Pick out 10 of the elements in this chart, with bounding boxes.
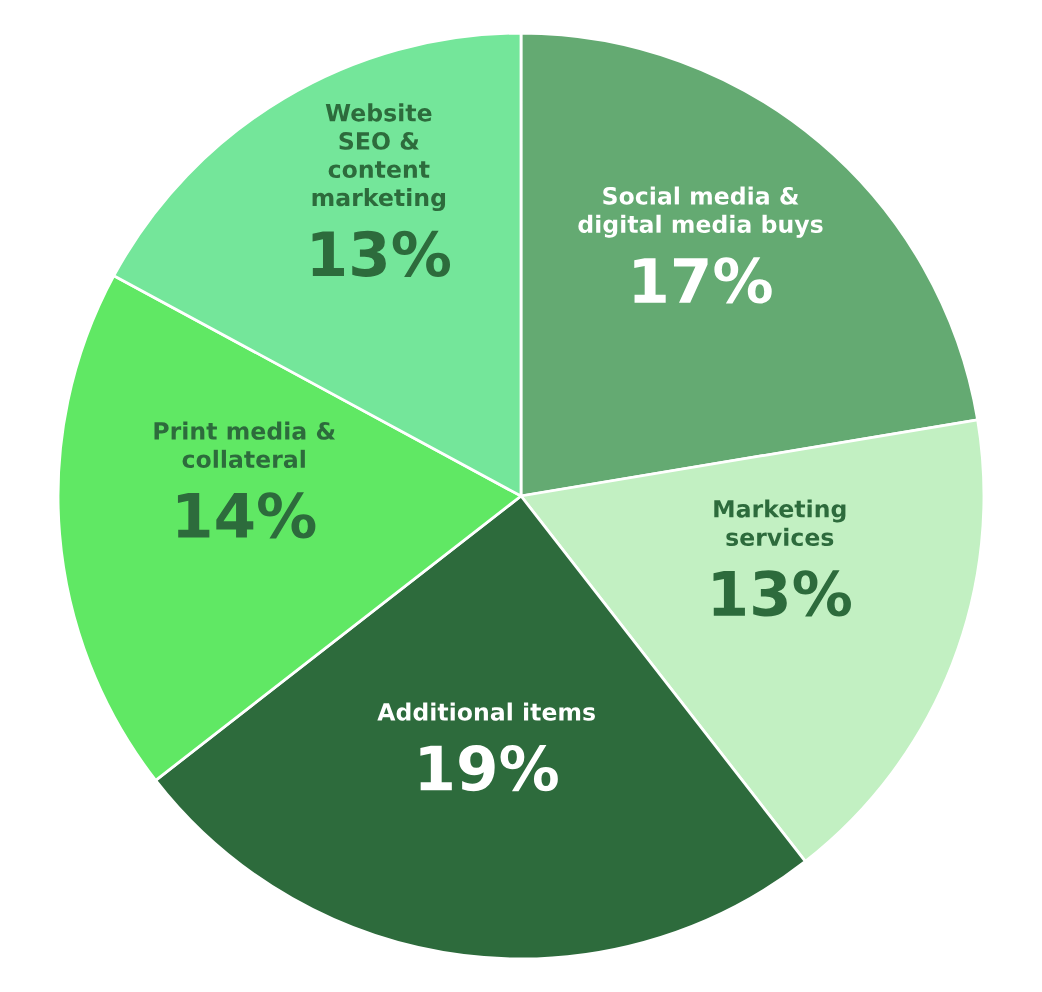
slice-label: Additional items <box>377 702 595 721</box>
slice-label: Marketing services <box>714 499 846 547</box>
data-label: 19% <box>420 744 558 792</box>
data-label: 13% <box>713 570 851 617</box>
slice-label: Website SEO & content marketing <box>312 103 446 212</box>
data-label: 17% <box>634 257 772 304</box>
slice-label: Social media & digital media buys <box>578 186 823 238</box>
data-label: 13% <box>312 230 451 277</box>
slice-label: Print media & collateral <box>154 421 336 469</box>
data-label: 14% <box>177 492 316 539</box>
